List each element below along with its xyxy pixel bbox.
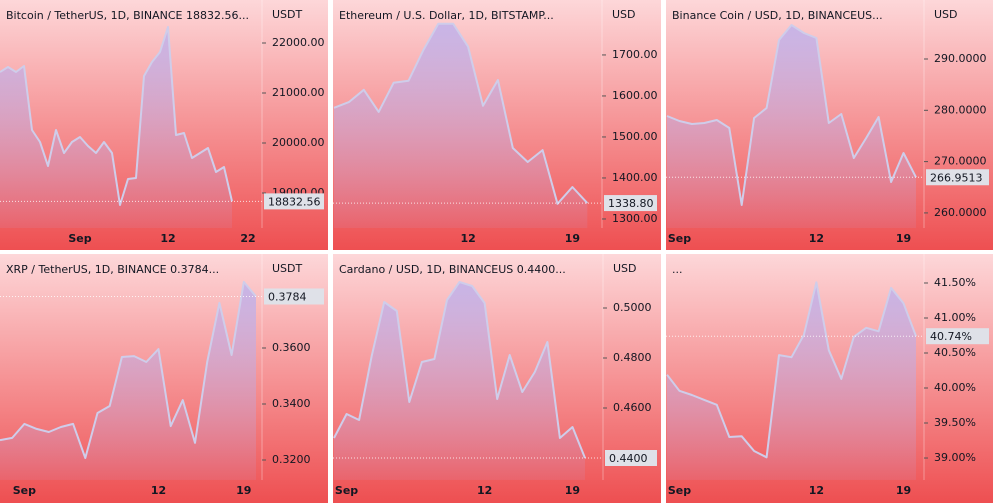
chart-title: Ethereum / U.S. Dollar, 1D, BITSTAMP...: [339, 9, 554, 22]
last-price-label: 18832.56: [268, 195, 321, 208]
y-tick-label: 20000.00: [272, 136, 325, 149]
y-tick-label: 39.00%: [934, 451, 976, 464]
y-tick-label: 40.50%: [934, 346, 976, 359]
y-tick-label: 1400.00: [612, 171, 658, 184]
chart-title: Bitcoin / TetherUS, 1D, BINANCE 18832.56…: [6, 9, 249, 22]
x-tick-label: 12: [477, 484, 492, 497]
last-price-label: 0.4400: [609, 452, 648, 465]
y-tick-label: 0.3600: [272, 341, 311, 354]
last-price-box: [605, 450, 657, 466]
chart-panel: 0.3200 0.3400 0.3600 Sep 12 19 0.3784 XRP / Tet…: [0, 254, 328, 503]
y-tick-label: 270.0000: [934, 155, 987, 168]
y-tick-label: 0.4600: [613, 401, 652, 414]
x-tick-label: Sep: [668, 484, 691, 497]
x-tick-label: 19: [896, 484, 911, 497]
x-tick-label: 22: [240, 232, 255, 245]
area-fill: [0, 281, 256, 480]
y-tick-label: 1700.00: [612, 48, 658, 61]
x-tick-label: 12: [151, 484, 166, 497]
last-price-label: 40.74%: [930, 330, 972, 343]
last-price-box: [264, 193, 324, 210]
chart-panel: 0.4600 0.4800 0.5000 Sep 12 19 0.4400 Cardano /…: [333, 254, 661, 503]
unit-label: USDT: [272, 262, 303, 275]
x-tick-label: 19: [565, 484, 580, 497]
unit-label: USDT: [272, 8, 303, 21]
y-tick-label: 21000.00: [272, 86, 325, 99]
area-fill: [667, 282, 916, 480]
chart-panel: 39.00% 39.50% 40.00% 40.50% 41.00% 41.50% Sep 1…: [666, 254, 993, 503]
x-tick-label: Sep: [335, 484, 358, 497]
x-tick-label: 19: [565, 232, 580, 245]
y-tick-label: 0.3400: [272, 397, 311, 410]
y-tick-label: 0.5000: [613, 301, 652, 314]
x-tick-label: 19: [896, 232, 911, 245]
last-price-label: 1338.80: [608, 197, 654, 210]
y-tick-label: 39.50%: [934, 416, 976, 429]
x-tick-label: 12: [809, 484, 824, 497]
price-line: [0, 280, 257, 459]
unit-label: USD: [613, 262, 637, 275]
chart-panel: 1300.00 1400.00 1500.00 1600.00 1700.00 12 19 1…: [333, 0, 661, 250]
price-line: [0, 26, 233, 206]
y-tick-label: 0.4800: [613, 351, 652, 364]
x-tick-label: 19: [236, 484, 251, 497]
y-tick-label: 41.50%: [934, 276, 976, 289]
last-price-box: [604, 195, 657, 212]
chart-panel: 260.0000 270.0000 280.0000 290.0000 Sep 12 19 2…: [666, 0, 993, 250]
price-line: [333, 281, 586, 459]
unit-label: USD: [934, 8, 958, 21]
x-tick-label: Sep: [13, 484, 36, 497]
price-line: [333, 22, 589, 205]
chart-title: Cardano / USD, 1D, BINANCEUS 0.4400...: [339, 263, 566, 276]
y-tick-label: 22000.00: [272, 36, 325, 49]
chart-title: Binance Coin / USD, 1D, BINANCEUS...: [672, 9, 883, 22]
y-tick-label: 290.0000: [934, 52, 987, 65]
chart-title: ...: [672, 263, 683, 276]
chart-title: XRP / TetherUS, 1D, BINANCE 0.3784...: [6, 263, 219, 276]
x-tick-label: 12: [809, 232, 824, 245]
x-tick-label: 12: [460, 232, 475, 245]
last-price-label: 0.3784: [268, 290, 307, 303]
area-fill: [0, 27, 232, 228]
unit-label: USD: [612, 8, 636, 21]
last-price-box: [926, 169, 989, 186]
x-tick-label: Sep: [668, 232, 691, 245]
area-fill: [334, 282, 585, 480]
y-tick-label: 1500.00: [612, 130, 658, 143]
last-price-box: [926, 328, 989, 345]
y-tick-label: 260.0000: [934, 206, 987, 219]
y-tick-label: 1300.00: [612, 212, 658, 225]
area-fill: [334, 23, 588, 228]
last-price-box: [264, 288, 324, 305]
price-line: [666, 281, 917, 459]
y-tick-label: 280.0000: [934, 103, 987, 116]
y-tick-label: 40.00%: [934, 381, 976, 394]
x-tick-label: Sep: [68, 232, 91, 245]
y-tick-label: 1600.00: [612, 89, 658, 102]
y-tick-label: 0.3200: [272, 453, 311, 466]
x-tick-label: 12: [160, 232, 175, 245]
y-tick-label: 41.00%: [934, 311, 976, 324]
price-line: [666, 24, 917, 206]
last-price-label: 266.9513: [930, 171, 983, 184]
